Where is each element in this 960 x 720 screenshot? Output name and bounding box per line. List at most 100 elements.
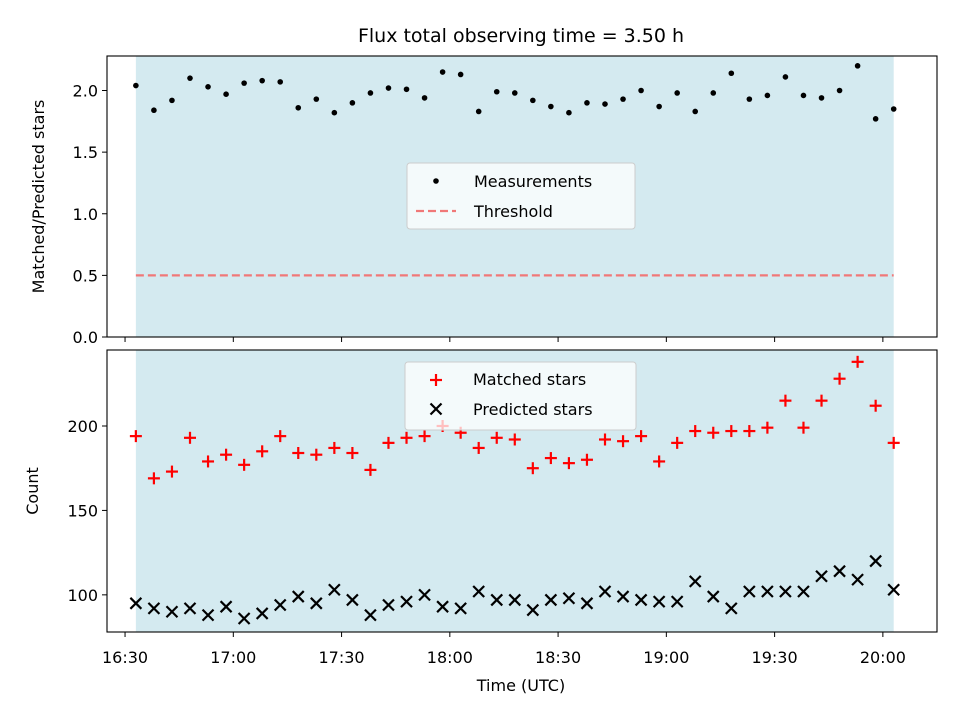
measurement-point [295,104,302,111]
matched-point [653,455,666,468]
predicted-point-b [291,590,305,603]
top-axes-frame [106,55,938,338]
bottom-axis-ticks: 100 150 200 16:30 17:00 17:30 18:00 18:30 19:00 1… [67,417,905,667]
matched-point [562,457,575,470]
measurement-point [746,96,753,102]
matched-point [833,372,846,385]
measurement-point [511,90,518,96]
predicted-point [725,602,738,615]
matched-point [617,435,630,448]
measurement-point [421,95,428,101]
measurement-point [277,79,284,85]
predicted-point-b [797,585,810,598]
measurement-point [692,108,699,115]
matched-point [382,436,395,449]
matched-point [869,399,882,412]
measurement-point [223,91,229,98]
top-panel: 0.00.51.01.52.0 Matched/Predicted stars … [29,55,938,347]
x-tick-label: 19:00 [643,648,689,667]
predicted-point [833,564,846,578]
predicted-point [616,590,630,603]
measurement-point [151,107,157,114]
predicted-point-b [328,583,341,597]
predicted-point-b [562,591,576,605]
y-tick-label: 1.0 [73,205,98,224]
predicted-point [887,583,900,597]
matched-point [472,441,485,454]
legend-cross-b [429,402,443,416]
matched-point [599,433,611,446]
legend-predicted-marker [429,402,443,416]
predicted-point [183,602,197,615]
measurement-point [584,100,590,106]
predicted-point-b [508,593,522,607]
predicted-point-b [310,597,323,610]
measurement-point [782,74,789,80]
legend-matched-marker [430,374,442,386]
predicted-point [670,595,684,608]
y-tick-label: 100 [67,586,98,605]
predicted-point [869,554,882,568]
legend-measurements-label: Measurements [474,172,592,191]
matched-point [147,472,160,485]
measurement-point [566,109,572,116]
matched-point [797,421,810,434]
y-tick-label: 1.5 [73,143,98,162]
measurement-point [710,90,717,96]
top-axis-ticks: 0.0 0.5 1.0 1.5 2.0 [73,82,884,347]
predicted-point-b [634,593,648,607]
x-tick-label: 20:00 [860,648,906,667]
legend-threshold-label: Threshold [473,202,553,221]
predicted-point [851,573,864,586]
predicted-point-b [598,585,612,598]
bottom-axes-frame [106,349,938,633]
matched-point [851,355,864,368]
y-tick-label: 0.0 [73,328,98,347]
predicted-point-b [652,595,666,608]
predicted-point [598,585,612,598]
predicted-point-b [851,573,864,586]
predicted-point-b [219,600,233,613]
predicted-point [761,585,774,598]
predicted-point [779,585,792,598]
predicted-point-b [400,595,413,608]
measurement-point [818,95,825,101]
top-legend-box [406,162,636,230]
predicted-point [472,585,485,598]
predicted-point-b [869,554,882,568]
predicted-point-b [815,569,828,583]
legend-cross [429,402,443,416]
measurement-point [133,82,139,89]
measurement-point [403,86,410,93]
bottom-panel: 100 150 200 16:30 17:00 17:30 18:00 18:30 19:00 1… [23,349,938,695]
measurement-point [836,87,843,94]
measurement-point [638,87,644,94]
predicted-point [544,593,558,607]
predicted-point-b [382,598,395,612]
predicted-point-b [418,588,431,602]
measurement-point [169,97,175,104]
matched-point [544,452,557,465]
measurement-point [385,85,392,91]
predicted-point-b [147,602,161,615]
matched-point [220,448,233,461]
predicted-point [201,608,215,622]
predicted-point [219,600,233,613]
bottom-y-axis-label: Count [23,467,42,515]
matched-point [310,448,323,461]
matched-point [202,455,215,468]
bottom-legend: Matched stars Predicted stars [404,361,637,431]
matched-point [779,394,792,407]
y-tick-label: 2.0 [73,82,98,101]
matched-point [129,430,142,443]
matched-point [580,453,593,466]
measurement-point [475,108,482,115]
predicted-point-b [436,600,449,613]
matched-point [165,465,178,478]
predicted-point-b [580,597,594,610]
measurement-point [872,116,879,122]
matched-point [671,436,684,449]
x-tick-label: 16:30 [102,648,148,667]
matched-point [184,431,196,444]
